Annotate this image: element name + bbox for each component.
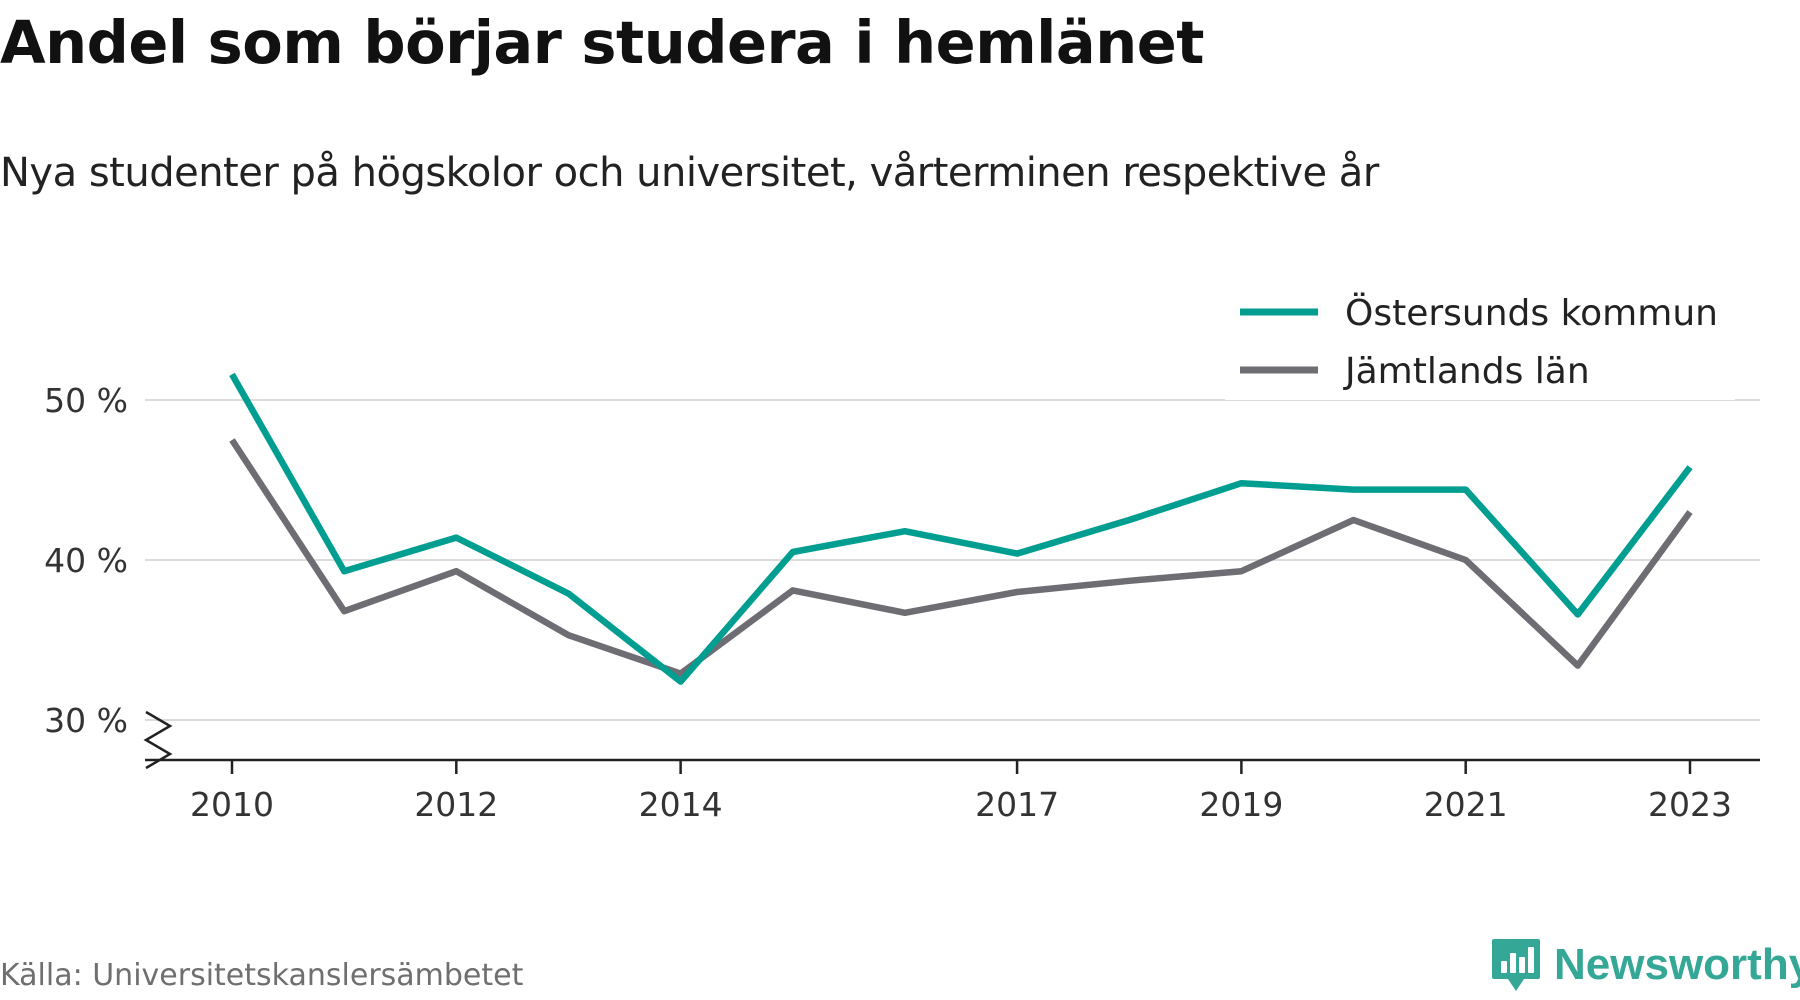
- chart-subtitle: Nya studenter på högskolor och universit…: [0, 150, 1379, 196]
- source-note: Källa: Universitetskanslersämbetet: [0, 958, 524, 993]
- brand-name: Newsworthy: [1554, 940, 1800, 989]
- legend: Östersunds kommun Jämtlands län: [1225, 280, 1735, 400]
- legend-label: Östersunds kommun: [1345, 292, 1718, 334]
- legend-background: [1225, 280, 1735, 400]
- axis-break-icon: [143, 710, 173, 770]
- series-line: [229, 372, 1693, 685]
- chart-title: Andel som börjar studera i hemlänet: [0, 8, 1204, 77]
- x-tick-label: 2014: [639, 785, 723, 824]
- y-tick-label: 40 %: [44, 541, 128, 580]
- x-tick-label: 2023: [1648, 785, 1732, 824]
- x-axis-ticks: 2010 2012 2014 2017 2019 2021 2023: [190, 760, 1732, 824]
- bar-chart-logo-icon: [1492, 939, 1540, 991]
- y-axis-labels: 30 % 40 % 50 %: [44, 381, 128, 740]
- y-tick-label: 30 %: [44, 701, 128, 740]
- y-tick-label: 50 %: [44, 381, 128, 420]
- brand-logo[interactable]: Newsworthy: [1490, 935, 1800, 995]
- line-chart: 30 % 40 % 50 % 2010 2012 2014 2017 2019 2021 202…: [44, 280, 1760, 824]
- x-tick-label: 2019: [1199, 785, 1283, 824]
- x-tick-label: 2017: [975, 785, 1059, 824]
- series-line: [229, 438, 1693, 677]
- x-tick-label: 2010: [190, 785, 274, 824]
- x-tick-label: 2012: [414, 785, 498, 824]
- x-tick-label: 2021: [1424, 785, 1508, 824]
- legend-label: Jämtlands län: [1343, 351, 1590, 392]
- series-lines: [229, 372, 1693, 685]
